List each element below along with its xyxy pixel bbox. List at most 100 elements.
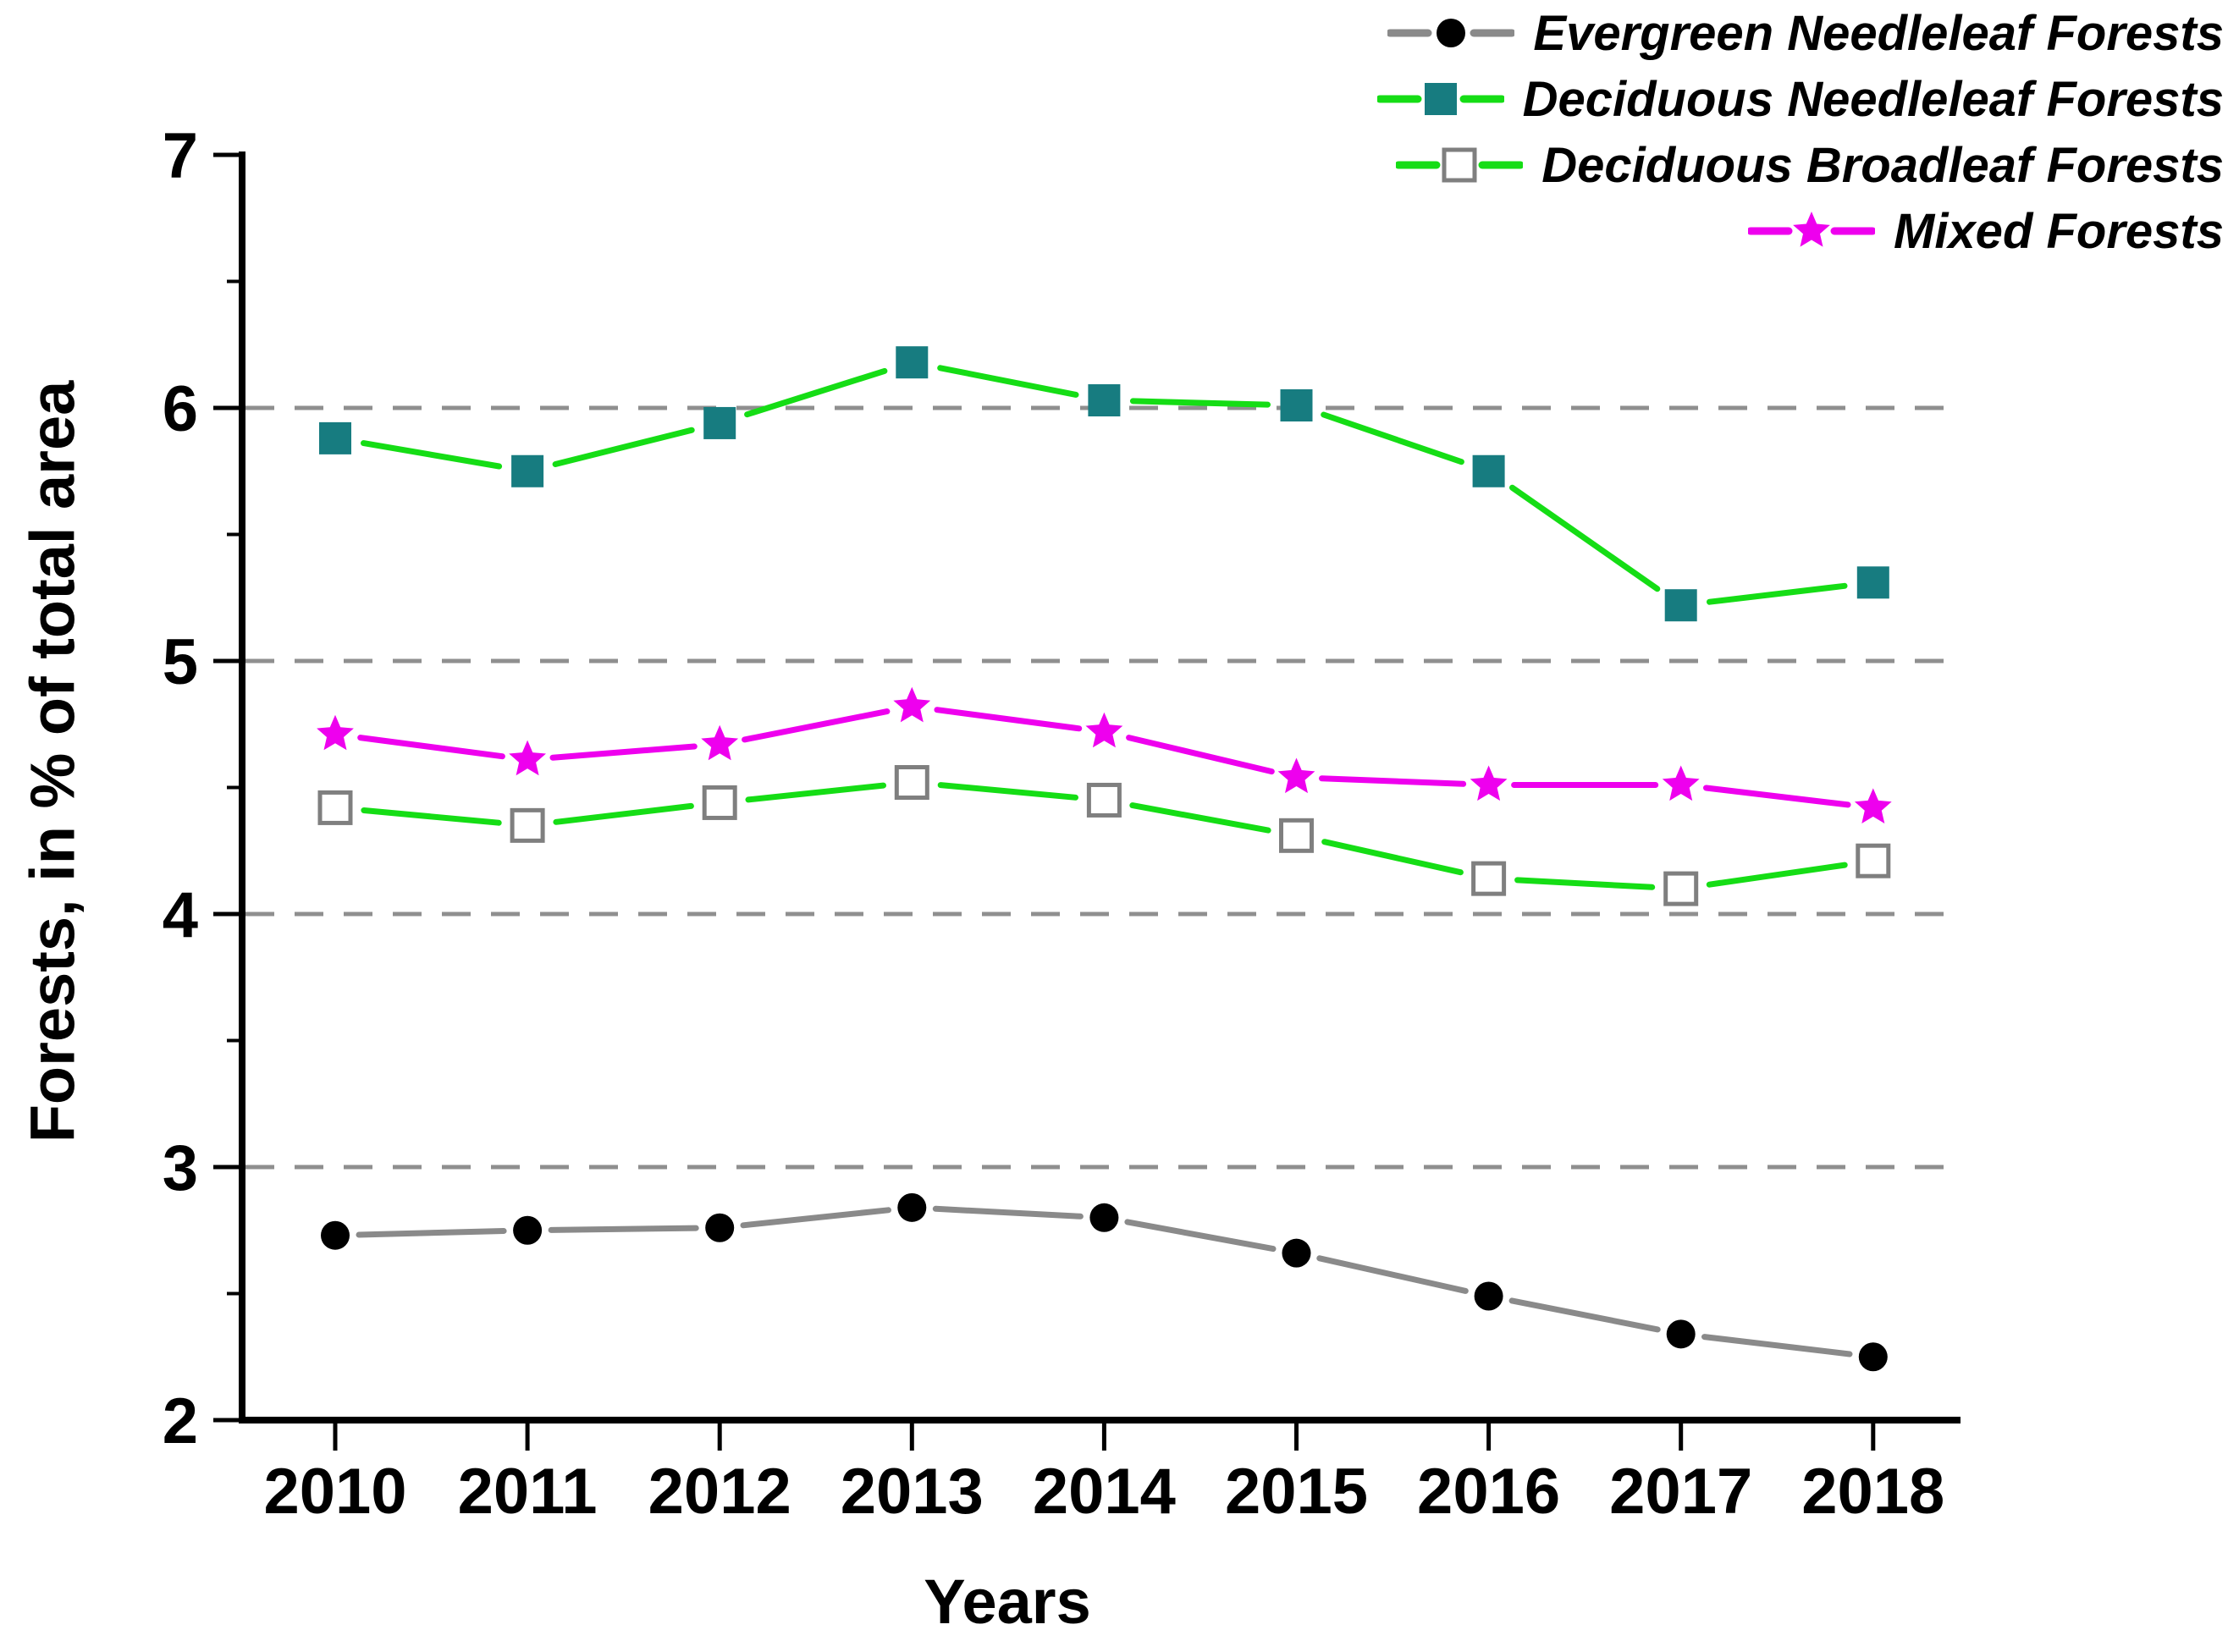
data-point-marker — [511, 454, 544, 487]
series-line-segment — [1319, 775, 1467, 787]
series-line-segment — [740, 1207, 891, 1229]
series-line-segment — [1508, 1297, 1661, 1333]
data-point-marker — [897, 1192, 927, 1222]
x-tick-label: 2014 — [1033, 1456, 1176, 1528]
x-tick-label: 2018 — [1801, 1456, 1944, 1528]
series-line-segment — [1316, 1255, 1469, 1294]
series-line-segment — [1124, 1219, 1277, 1253]
data-point-marker — [1424, 83, 1457, 115]
data-point-marker — [1089, 1203, 1119, 1232]
data-point-marker — [702, 785, 737, 820]
series-line-segment — [937, 782, 1078, 801]
data-point-marker — [510, 807, 545, 843]
y-axis-title: Forests, in % of total area — [17, 380, 88, 1143]
series-line-segment — [1129, 398, 1271, 408]
data-point-marker — [1662, 765, 1700, 801]
data-point-marker — [1472, 454, 1505, 487]
series-line-segment — [549, 743, 698, 761]
series-line-segment — [1706, 862, 1848, 888]
series-line-segment — [1321, 839, 1464, 876]
series-line-segment — [1509, 484, 1661, 592]
x-tick-label: 2013 — [841, 1456, 984, 1528]
data-point-marker — [1086, 782, 1122, 818]
series-line-segment — [1701, 1334, 1853, 1357]
data-point-marker — [509, 740, 546, 776]
y-tick-label: 2 — [163, 1385, 198, 1457]
legend-label: Deciduous Broadleaf Forests — [1541, 137, 2224, 193]
x-tick-label: 2011 — [458, 1456, 598, 1528]
series-line-segment — [552, 427, 695, 467]
legend-item-mixed-forests: Mixed Forests — [1377, 198, 2224, 264]
legend-label: Evergreen Needleleaf Forests — [1533, 5, 2224, 61]
data-point-marker — [1088, 384, 1121, 417]
x-tick-label: 2010 — [263, 1456, 406, 1528]
data-point-marker — [894, 765, 929, 801]
data-point-marker — [321, 1220, 350, 1250]
data-point-marker — [1858, 1342, 1888, 1372]
data-point-marker — [319, 421, 351, 454]
series-line-segment — [1321, 411, 1464, 465]
series-line-segment — [357, 735, 505, 760]
data-point-marker — [1282, 1238, 1311, 1268]
y-tick-label: 3 — [163, 1132, 198, 1204]
x-tick-label: 2016 — [1417, 1456, 1560, 1528]
data-point-marker — [1856, 843, 1891, 878]
y-tick-label: 5 — [163, 626, 198, 698]
data-point-marker — [1280, 389, 1313, 422]
series-line-segment — [548, 1225, 699, 1233]
data-point-marker — [1666, 1319, 1696, 1349]
legend-item-deciduous-broadleaf: Deciduous Broadleaf Forests — [1377, 132, 2224, 198]
data-point-marker — [1437, 19, 1466, 47]
data-point-marker — [1442, 147, 1477, 183]
data-point-marker — [1471, 861, 1507, 896]
series-line-segment — [937, 365, 1079, 398]
data-point-marker — [705, 1213, 735, 1242]
data-point-marker — [893, 686, 931, 723]
series-line-segment — [932, 1205, 1084, 1220]
legend-label: Mixed Forests — [1894, 203, 2224, 259]
data-point-marker — [1279, 818, 1314, 853]
series-line-segment — [742, 708, 891, 743]
data-point-marker — [513, 1215, 543, 1245]
legend-marker-star-icon — [1748, 212, 1875, 247]
series-line-segment — [934, 707, 1083, 732]
data-point-marker — [1663, 871, 1699, 906]
legend-marker-circle-icon — [1387, 19, 1515, 47]
legend-marker-filled-square-icon — [1376, 83, 1504, 115]
y-tick-label: 7 — [163, 120, 198, 192]
y-tick-label: 6 — [163, 373, 198, 445]
data-point-marker — [1470, 765, 1508, 801]
x-tick-label: 2015 — [1225, 1456, 1368, 1528]
data-point-marker — [1793, 212, 1830, 247]
series-line-segment — [1707, 582, 1848, 605]
data-point-marker — [701, 724, 739, 761]
series-line-segment — [361, 807, 502, 826]
data-point-marker — [1474, 1281, 1503, 1311]
legend-item-evergreen-needleleaf: Evergreen Needleleaf Forests — [1377, 0, 2224, 66]
legend-item-deciduous-needleleaf: Deciduous Needleleaf Forests — [1376, 66, 2224, 132]
series-line-segment — [744, 367, 888, 418]
data-point-marker — [1856, 566, 1889, 599]
legend-label: Deciduous Needleleaf Forests — [1522, 71, 2224, 127]
data-point-marker — [1664, 589, 1697, 622]
x-axis-title: Years — [924, 1567, 1091, 1637]
series-line-segment — [1126, 735, 1275, 775]
legend: Evergreen Needleleaf Forests Deciduous N… — [1376, 0, 2224, 264]
data-point-marker — [1085, 712, 1123, 748]
data-point-marker — [896, 346, 929, 379]
y-tick-label: 4 — [163, 879, 198, 951]
series-line-segment — [745, 782, 886, 803]
data-point-marker — [317, 790, 353, 825]
series-line-segment — [1514, 877, 1656, 890]
series-line-segment — [356, 1228, 507, 1238]
series-line-segment — [1129, 802, 1271, 834]
series-line-segment — [553, 802, 694, 825]
data-point-marker — [1854, 788, 1892, 823]
data-point-marker — [1277, 757, 1315, 794]
data-point-marker — [703, 406, 736, 439]
data-point-marker — [317, 714, 354, 751]
legend-marker-open-square-icon — [1396, 147, 1524, 183]
series-line-segment — [1703, 785, 1851, 808]
